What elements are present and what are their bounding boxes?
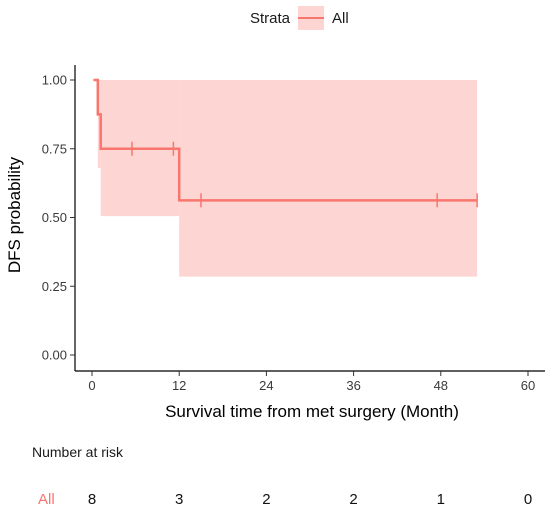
risk-strata-label: All	[38, 491, 55, 508]
legend-swatch	[298, 6, 325, 30]
legend-label: All	[332, 9, 349, 27]
ci-segment	[97, 80, 101, 168]
y-tick-label: 0.00	[42, 348, 67, 363]
x-tick-label: 24	[259, 378, 273, 393]
y-axis-title: DFS probability	[5, 156, 24, 273]
x-tick-label: 36	[346, 378, 360, 393]
y-tick-label: 0.25	[42, 279, 67, 294]
y-tick-label: 0.75	[42, 141, 67, 156]
risk-count: 2	[262, 491, 271, 508]
survival-curve	[93, 78, 478, 202]
risk-count: 2	[349, 491, 358, 508]
risk-count: 8	[87, 491, 97, 508]
x-tick-label: 48	[434, 378, 448, 393]
axes: 0.00 0.25 0.50 0.75 1.00 0 12 24 36 48 60	[42, 65, 545, 393]
legend-title: Strata	[250, 9, 291, 27]
risk-count: 3	[175, 491, 184, 508]
risk-count: 0	[523, 491, 533, 508]
km-chart: 0.00 0.25 0.50 0.75 1.00 0 12 24 36 48 60 Survival…	[5, 65, 545, 421]
y-tick-label: 1.00	[42, 73, 67, 88]
risk-table-title: Number at risk	[32, 444, 124, 460]
x-tick-label: 60	[521, 378, 535, 393]
y-tick-label: 0.50	[42, 210, 67, 225]
ci-segment	[179, 80, 478, 277]
x-axis-title: Survival time from met surgery (Month)	[165, 402, 459, 421]
x-tick-label: 12	[172, 378, 186, 393]
survival-step-line	[93, 78, 478, 202]
censor-marks	[131, 141, 478, 208]
x-tick-label: 0	[88, 378, 95, 393]
risk-count: 1	[436, 491, 445, 508]
confidence-band	[97, 80, 478, 277]
legend: Strata All	[250, 4, 349, 32]
